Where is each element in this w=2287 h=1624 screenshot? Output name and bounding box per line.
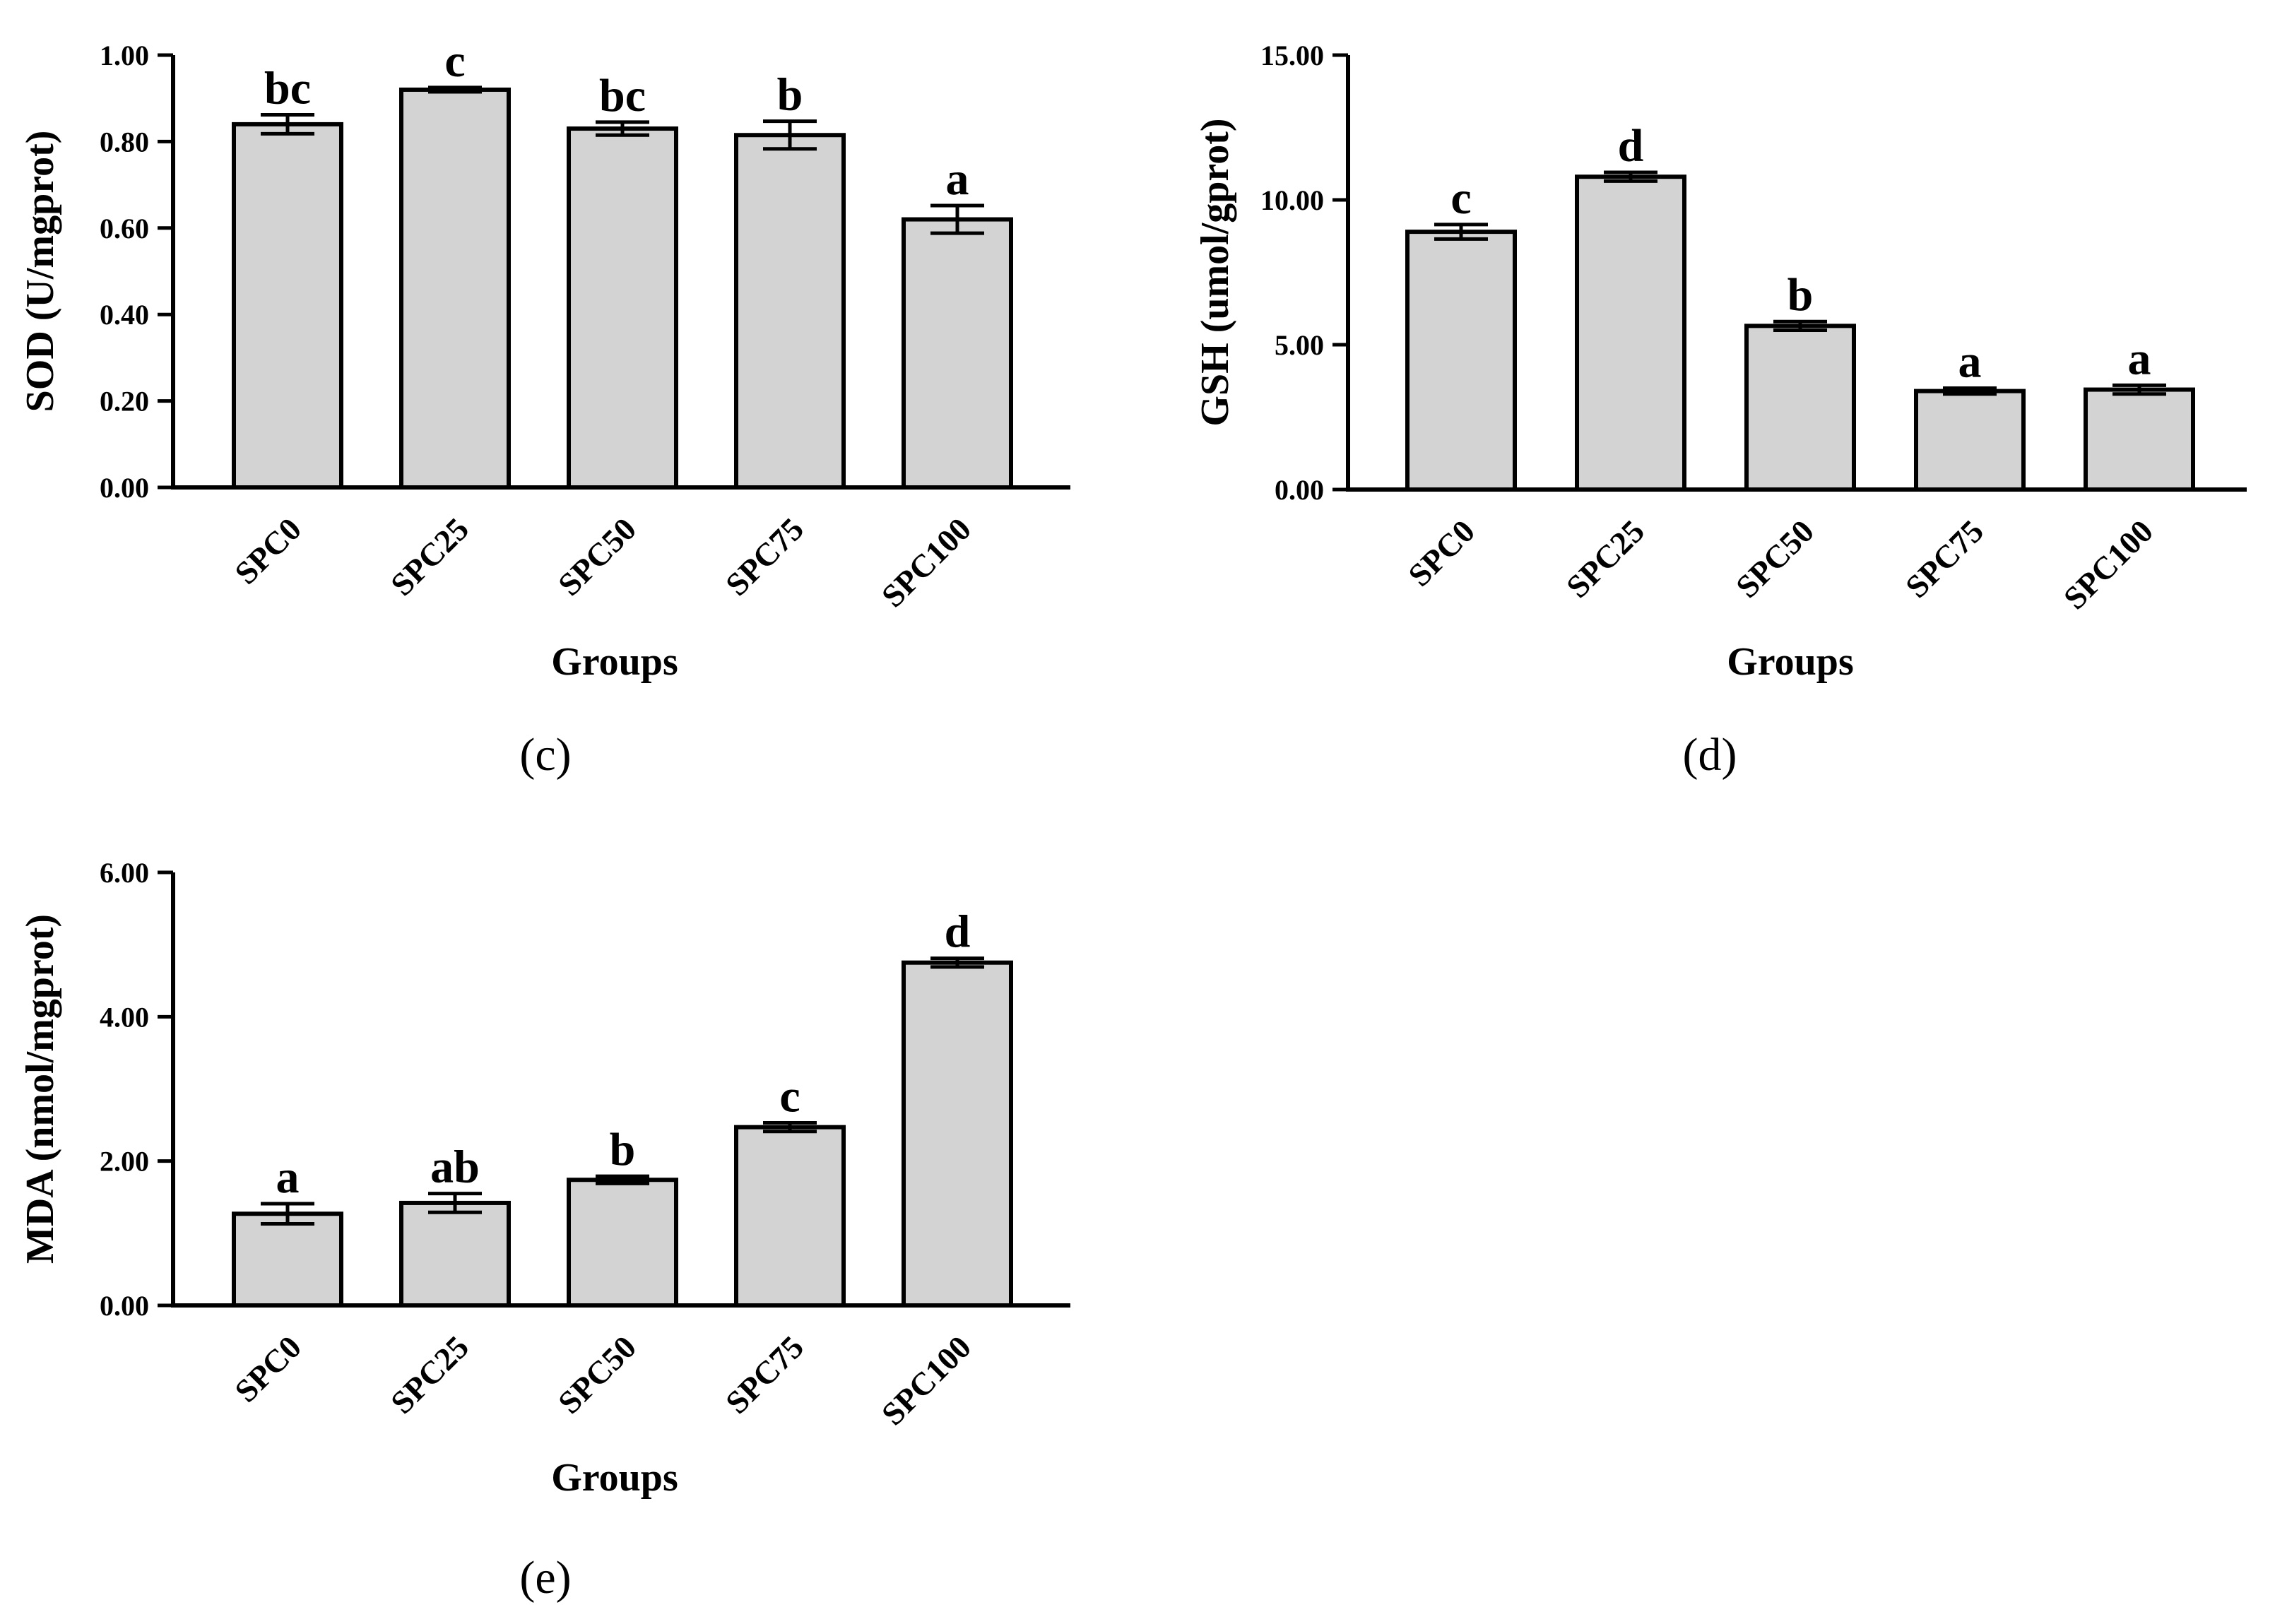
- bar-spc100: [2084, 387, 2195, 492]
- chart-panel-d: 0.00 5.00 10.00 15.00 c SPC0 d SPC25 b SPC50 a SPC7…: [1193, 40, 2247, 781]
- bar-spc75: [1914, 389, 2026, 492]
- x-tick-label: SPC75: [719, 1329, 810, 1421]
- x-tick-label: SPC75: [719, 511, 810, 603]
- panel-label: (e): [519, 1552, 571, 1604]
- bar-spc50: [567, 126, 678, 490]
- x-tick-label: SPC100: [875, 511, 978, 614]
- chart-panel-c: 0.00 0.20 0.40 0.60 0.80 1.00 bc SPC0 c SPC25 bc SP…: [18, 35, 1070, 781]
- x-tick-label: SPC100: [2057, 513, 2160, 616]
- y-tick-label: 0.00: [100, 472, 149, 504]
- bar-spc0: [232, 1211, 343, 1308]
- x-tick-label: SPC25: [384, 1329, 475, 1421]
- significance-letter: b: [1787, 269, 1814, 321]
- x-axis-title: Groups: [551, 1456, 678, 1500]
- significance-letter: ab: [430, 1142, 480, 1193]
- y-tick-label: 10.00: [1260, 184, 1324, 216]
- significance-letter: c: [444, 35, 465, 87]
- x-axis-title: Groups: [551, 640, 678, 684]
- y-tick-label: 1.00: [100, 40, 149, 71]
- x-tick-label: SPC0: [227, 511, 308, 591]
- x-tick-label: SPC25: [384, 511, 475, 603]
- bar-spc25: [1575, 174, 1686, 492]
- bar-spc100: [902, 960, 1013, 1308]
- y-tick-label: 4.00: [100, 1001, 149, 1033]
- bar-spc25: [399, 87, 511, 490]
- x-tick-label: SPC75: [1898, 513, 1990, 605]
- panel-label: (c): [519, 729, 571, 781]
- x-tick-label: SPC100: [875, 1329, 978, 1432]
- significance-letter: c: [779, 1071, 800, 1122]
- x-tick-label: SPC25: [1559, 513, 1651, 605]
- y-tick-label: 0.40: [100, 299, 149, 331]
- bar-spc25: [399, 1200, 511, 1308]
- x-tick-label: SPC50: [551, 511, 643, 603]
- y-axis-title: GSH (umol/gprot): [1193, 118, 1237, 426]
- y-axis-title: MDA (nmol/mgprot): [18, 914, 62, 1264]
- chart-panel-e: 0.00 2.00 4.00 6.00 a SPC0 ab SPC25 b SPC50 c SPC75…: [18, 857, 1070, 1604]
- bar-spc75: [734, 133, 846, 490]
- significance-letter: a: [1958, 336, 1982, 388]
- y-tick-label: 0.60: [100, 213, 149, 244]
- panel-label: (d): [1683, 729, 1737, 781]
- bar-spc50: [567, 1178, 678, 1308]
- x-tick-label: SPC50: [551, 1329, 643, 1421]
- x-tick-label: SPC50: [1729, 513, 1821, 605]
- significance-letter: d: [1618, 120, 1644, 172]
- y-axis-title: SOD (U/mgprot): [18, 131, 62, 413]
- bar-spc0: [1405, 230, 1517, 492]
- significance-letter: a: [946, 153, 969, 205]
- significance-letter: bc: [599, 70, 646, 121]
- significance-letter: b: [777, 69, 803, 121]
- x-tick-label: SPC0: [227, 1329, 308, 1409]
- significance-letter: bc: [264, 62, 311, 114]
- y-tick-label: 2.00: [100, 1146, 149, 1178]
- y-tick-label: 0.20: [100, 386, 149, 417]
- bar-spc0: [232, 121, 343, 490]
- significance-letter: a: [2128, 333, 2151, 384]
- significance-letter: c: [1450, 172, 1471, 224]
- bar-spc100: [902, 217, 1013, 490]
- y-tick-label: 15.00: [1260, 40, 1324, 71]
- bar-spc50: [1744, 324, 1856, 492]
- y-tick-label: 0.00: [100, 1290, 149, 1322]
- y-tick-label: 6.00: [100, 857, 149, 889]
- y-tick-label: 5.00: [1275, 329, 1324, 361]
- significance-letter: d: [945, 906, 971, 958]
- bar-spc75: [734, 1125, 846, 1308]
- x-axis-title: Groups: [1727, 640, 1853, 684]
- y-tick-label: 0.80: [100, 126, 149, 158]
- x-tick-label: SPC0: [1401, 513, 1482, 593]
- y-tick-label: 0.00: [1275, 474, 1324, 506]
- significance-letter: a: [276, 1151, 300, 1203]
- significance-letter: b: [610, 1124, 636, 1175]
